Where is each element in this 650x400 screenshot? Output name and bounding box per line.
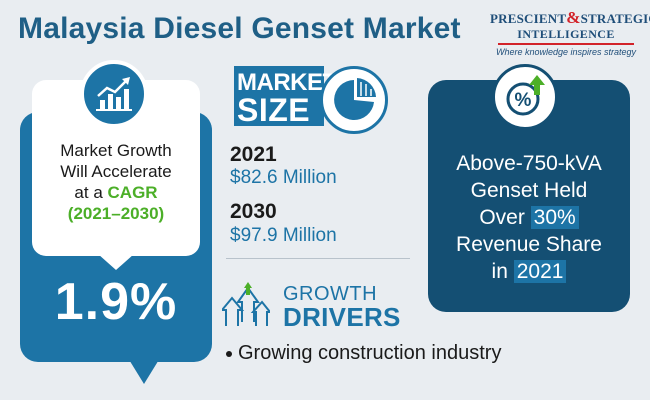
segment-year-highlight: 2021 (513, 260, 567, 283)
logo-tagline: Where knowledge inspires strategy (495, 47, 637, 57)
page-title: Malaysia Diesel Genset Market (18, 12, 461, 45)
cagr-panel-pointer (128, 358, 160, 384)
growth-driver-text: Growing construction industry (238, 342, 502, 364)
cagr-period: (2021–2030) (67, 204, 165, 223)
svg-text:%: % (515, 90, 532, 111)
list-item: Growing construction industry (226, 342, 501, 365)
market-size-amount-2030: $97.9 Million (230, 225, 337, 246)
growth-drivers-label-line1: GROWTH (283, 283, 378, 305)
segment-description: Above-750-kVA Genset Held Over 30% Reven… (456, 152, 602, 283)
market-size-year-2030: 2030 (230, 200, 277, 223)
market-size-label-line2: SIZE (237, 92, 311, 128)
section-divider (226, 258, 410, 259)
growth-drivers-label-line2: DRIVERS (283, 302, 401, 332)
bar-chart-growth-icon (80, 60, 148, 128)
market-size-label-box (234, 66, 324, 126)
cagr-callout-pointer (98, 254, 134, 270)
growth-arrows-icon (219, 282, 273, 328)
market-size-amount-2021: $82.6 Million (230, 167, 337, 188)
logo-line1: PRESCIENT&STRATEGIC (490, 8, 650, 27)
cagr-label: CAGR (107, 183, 158, 202)
company-logo: PRESCIENT&STRATEGIC INTELLIGENCE Where k… (490, 8, 650, 58)
percent-up-icon: % (492, 64, 558, 130)
pie-chart-icon (320, 66, 388, 134)
market-size-year-2021: 2021 (230, 143, 277, 166)
cagr-description: Market Growth Will Accelerate at a CAGR … (32, 140, 200, 224)
bullet-icon (226, 350, 232, 357)
segment-share-highlight: 30% (530, 206, 579, 229)
logo-line2: INTELLIGENCE (517, 27, 615, 41)
logo-divider (498, 43, 634, 45)
cagr-value: 1.9% (54, 273, 178, 331)
